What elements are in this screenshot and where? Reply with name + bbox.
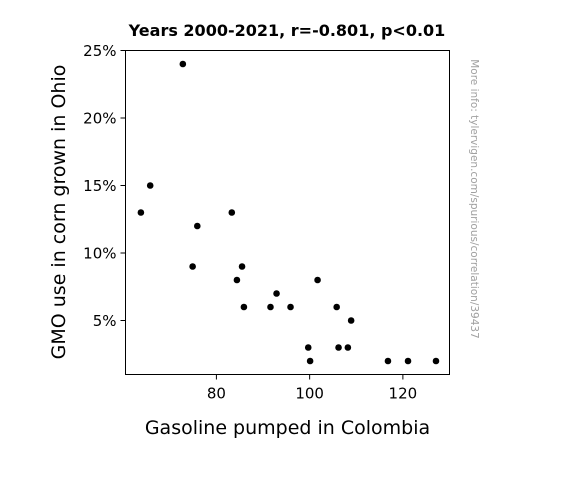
- y-tick-label: 10%: [83, 245, 116, 263]
- data-point: [238, 263, 246, 270]
- data-point: [233, 276, 241, 284]
- data-point: [384, 357, 392, 365]
- data-point: [193, 222, 201, 230]
- y-tick-label: 5%: [93, 312, 117, 330]
- data-point: [344, 344, 352, 351]
- data-point: [304, 344, 312, 351]
- x-tick-label: 120: [389, 385, 418, 403]
- source-watermark: More info: tylervigen.com/spurious/corre…: [468, 59, 480, 339]
- chart-title: Years 2000-2021, r=-0.801, p<0.01: [128, 21, 446, 40]
- data-point: [333, 303, 340, 311]
- data-point: [287, 303, 294, 311]
- x-tick-label: 100: [295, 385, 324, 403]
- data-point: [240, 303, 248, 311]
- y-axis: 5% 10% 15% 20% 25%: [83, 42, 126, 330]
- data-point: [228, 209, 236, 216]
- data-point: [273, 290, 280, 297]
- y-tick-label: 20%: [83, 110, 116, 128]
- plot-frame: [125, 50, 450, 375]
- data-point: [189, 263, 196, 270]
- plot-area: [137, 60, 440, 365]
- x-axis-label: Gasoline pumped in Colombia: [145, 417, 430, 439]
- data-point: [432, 357, 440, 365]
- data-point: [404, 357, 412, 365]
- y-axis-label: GMO use in corn grown in Ohio: [48, 65, 70, 360]
- x-axis: 80 100 120: [207, 374, 418, 403]
- y-tick-label: 25%: [83, 42, 116, 60]
- data-point: [146, 182, 154, 189]
- x-tick-label: 80: [207, 385, 226, 403]
- data-point: [137, 209, 145, 216]
- data-point: [179, 60, 187, 68]
- y-tick-label: 15%: [83, 177, 116, 195]
- data-point: [306, 357, 314, 365]
- data-point: [267, 303, 274, 311]
- data-point: [347, 317, 355, 324]
- data-point: [335, 344, 342, 351]
- data-point: [314, 276, 321, 284]
